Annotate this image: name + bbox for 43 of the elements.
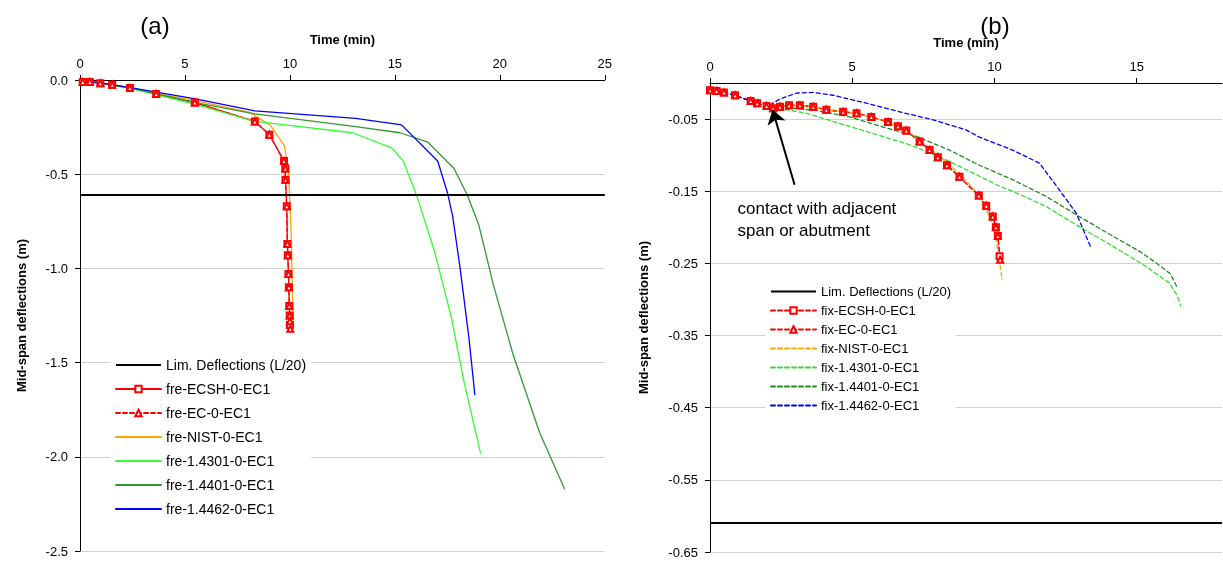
y-tick-label: -1.0 [45,260,68,276]
legend-label: fix-1.4301-0-EC1 [821,359,920,375]
y-tick-label: -0.35 [668,328,698,344]
x-axis-title: Time (min) [309,32,376,47]
x-tick-label: 20 [492,56,508,71]
legend-label: Lim. Deflections (L/20) [821,283,952,299]
annotation: contact with adjacent span or abutment [737,199,902,241]
x-tick-label: 15 [387,56,403,71]
legend-label: fre-EC-0-EC1 [166,405,252,421]
legend-label: Lim. Deflections (L/20) [166,357,307,373]
x-tick-label: 5 [181,56,189,71]
legend-label: fre-1.4301-0-EC1 [166,453,275,469]
y-tick-label: -1.5 [45,355,68,371]
x-tick-label: 10 [987,59,1002,74]
x-tick-label: 25 [597,56,612,71]
y-tick-label: -2.5 [45,543,68,559]
chart-title: (b) [980,11,1010,39]
legend-label: fre-ECSH-0-EC1 [166,381,271,397]
x-tick-label: 0 [706,59,714,74]
y-tick-label: -0.25 [668,255,698,271]
legend-label: fix-1.4462-0-EC1 [821,397,920,413]
y-axis-title: Mid-span deflections (m) [14,238,29,393]
legend-label: fre-NIST-0-EC1 [166,429,263,445]
y-tick-label: -0.05 [668,111,698,127]
legend-label: fix-NIST-0-EC1 [821,340,909,356]
y-tick-label: -0.55 [668,472,698,488]
y-tick-label: -2.0 [45,449,68,465]
legend-label: fix-ECSH-0-EC1 [821,302,916,318]
x-tick-label: 5 [848,59,856,74]
y-tick-label: -0.45 [668,400,698,416]
legend-label: fix-1.4401-0-EC1 [821,378,920,394]
y-axis-title: Mid-span deflections (m) [636,240,651,395]
y-tick-label: -0.15 [668,183,698,199]
chart-title: (a) [140,11,170,39]
legend-label: fix-EC-0-EC1 [821,321,898,337]
y-tick-label: -0.65 [668,544,698,560]
x-tick-label: 15 [1129,59,1144,74]
x-tick-label: 0 [76,56,84,71]
legend-label: fre-1.4401-0-EC1 [166,477,275,493]
x-tick-label: 10 [282,56,298,71]
y-tick-label: 0.0 [49,72,68,88]
y-tick-label: -0.5 [45,166,68,182]
legend-label: fre-1.4462-0-EC1 [166,501,275,517]
